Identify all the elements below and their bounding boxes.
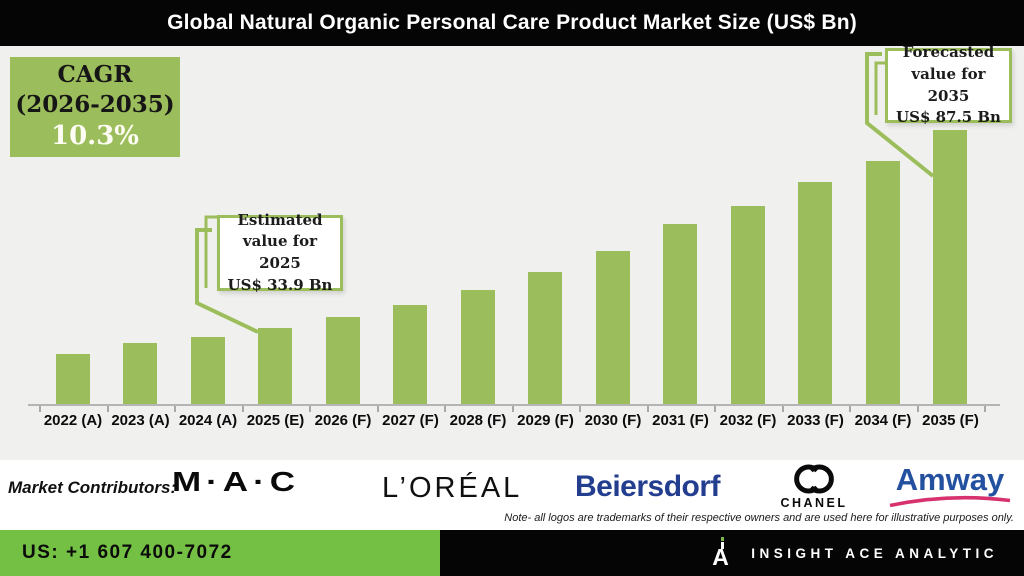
bar	[798, 182, 833, 404]
x-axis-label: 2029 (F)	[517, 412, 574, 429]
footer-phone-block: US: +1 607 400-7072	[0, 530, 440, 576]
x-axis-label: 2026 (F)	[314, 412, 372, 429]
bar	[393, 305, 428, 404]
callout-lines	[195, 52, 935, 334]
x-axis-label: 2024 (A)	[178, 412, 238, 429]
loreal-logo: L’ORÉAL	[382, 472, 523, 504]
bar	[123, 343, 158, 404]
bar	[460, 290, 495, 404]
bar	[258, 328, 293, 404]
x-axis-label: 2030 (F)	[584, 412, 642, 429]
forecast-line3: US$ 87.5 Bn	[896, 108, 1001, 127]
company-name: INSIGHT ACE ANALYTIC	[751, 545, 998, 561]
chanel-logo: CHANEL	[776, 463, 852, 510]
x-axis-label: 2033 (F)	[787, 412, 844, 429]
chart-area: CAGR (2026-2035) 10.3% Estimated value f…	[0, 43, 1024, 460]
bar	[865, 161, 900, 404]
footer-bar: US: +1 607 400-7072 A INSIGHT ACE ANALYT…	[0, 530, 1024, 576]
estimated-line1: Estimated	[237, 210, 323, 229]
axis-tick	[984, 405, 986, 412]
mac-logo: M·A·C	[172, 466, 301, 498]
x-axis-label: 2032 (F)	[719, 412, 777, 429]
bar	[190, 337, 225, 404]
axis-tick	[579, 405, 581, 412]
footer-brand-block: A INSIGHT ACE ANALYTIC	[440, 530, 1024, 576]
amway-logo: Amway	[885, 464, 1015, 507]
bar	[55, 354, 90, 404]
axis-tick	[714, 405, 716, 412]
x-axis-label: 2025 (E)	[246, 412, 305, 429]
cagr-value: 10.3%	[50, 120, 140, 151]
insight-ace-logo-icon: A	[712, 536, 736, 570]
bar	[730, 206, 765, 404]
contributors-strip: Market Contributors: M·A·C L’ORÉAL Beier…	[0, 460, 1024, 530]
cagr-box: CAGR (2026-2035) 10.3%	[10, 57, 180, 157]
estimated-line3: US$ 33.9 Bn	[227, 275, 333, 294]
bar	[933, 130, 968, 404]
axis-tick	[781, 405, 784, 412]
title-bar: Global Natural Organic Personal Care Pro…	[0, 0, 1024, 46]
estimated-line2: value for 2025	[242, 232, 318, 272]
x-axis-label: 2027 (F)	[382, 412, 439, 429]
bar	[528, 272, 563, 404]
axis-tick	[646, 405, 649, 412]
amway-wordmark: Amway	[895, 462, 1005, 497]
trademark-note: Note- all logos are trademarks of their …	[504, 512, 1014, 524]
cagr-period: (2026-2035)	[15, 91, 175, 119]
amway-swoosh-icon	[889, 495, 1011, 507]
axis-tick	[309, 405, 311, 412]
axis-tick	[916, 405, 919, 412]
x-axis-label: 2034 (F)	[854, 412, 912, 429]
axis-tick	[174, 405, 176, 412]
axis-tick	[39, 405, 41, 412]
x-axis-label: 2028 (F)	[449, 412, 507, 429]
bar	[325, 317, 360, 404]
cagr-title: CAGR	[57, 61, 133, 89]
axis-tick	[376, 405, 379, 412]
bar	[663, 224, 698, 404]
estimated-value-callout: Estimated value for 2025 US$ 33.9 Bn	[217, 211, 343, 294]
axis-tick	[444, 405, 446, 412]
market-contributors-label: Market Contributors:	[8, 478, 177, 497]
axis-tick	[241, 405, 244, 412]
axis-tick	[849, 405, 851, 412]
page-title: Global Natural Organic Personal Care Pro…	[167, 11, 857, 34]
axis-tick	[511, 405, 514, 412]
x-axis-label: 2031 (F)	[652, 412, 709, 429]
x-axis-label: 2022 (A)	[43, 412, 103, 429]
forecast-line2: value for 2035	[911, 64, 986, 105]
bar	[595, 251, 630, 404]
axis-tick	[106, 405, 109, 412]
phone-number: US: +1 607 400-7072	[22, 542, 233, 563]
forecast-value-callout: Forecasted value for 2035 US$ 87.5 Bn	[885, 43, 1012, 126]
forecast-line1: Forecasted	[902, 43, 995, 61]
x-axis-label: 2023 (A)	[111, 412, 170, 429]
chanel-wordmark: CHANEL	[780, 496, 848, 510]
x-axis-line	[28, 404, 1000, 406]
chanel-cc-icon	[794, 464, 834, 494]
beiersdorf-logo: Beiersdorf	[575, 470, 721, 503]
x-axis-label: 2035 (F)	[922, 412, 979, 429]
